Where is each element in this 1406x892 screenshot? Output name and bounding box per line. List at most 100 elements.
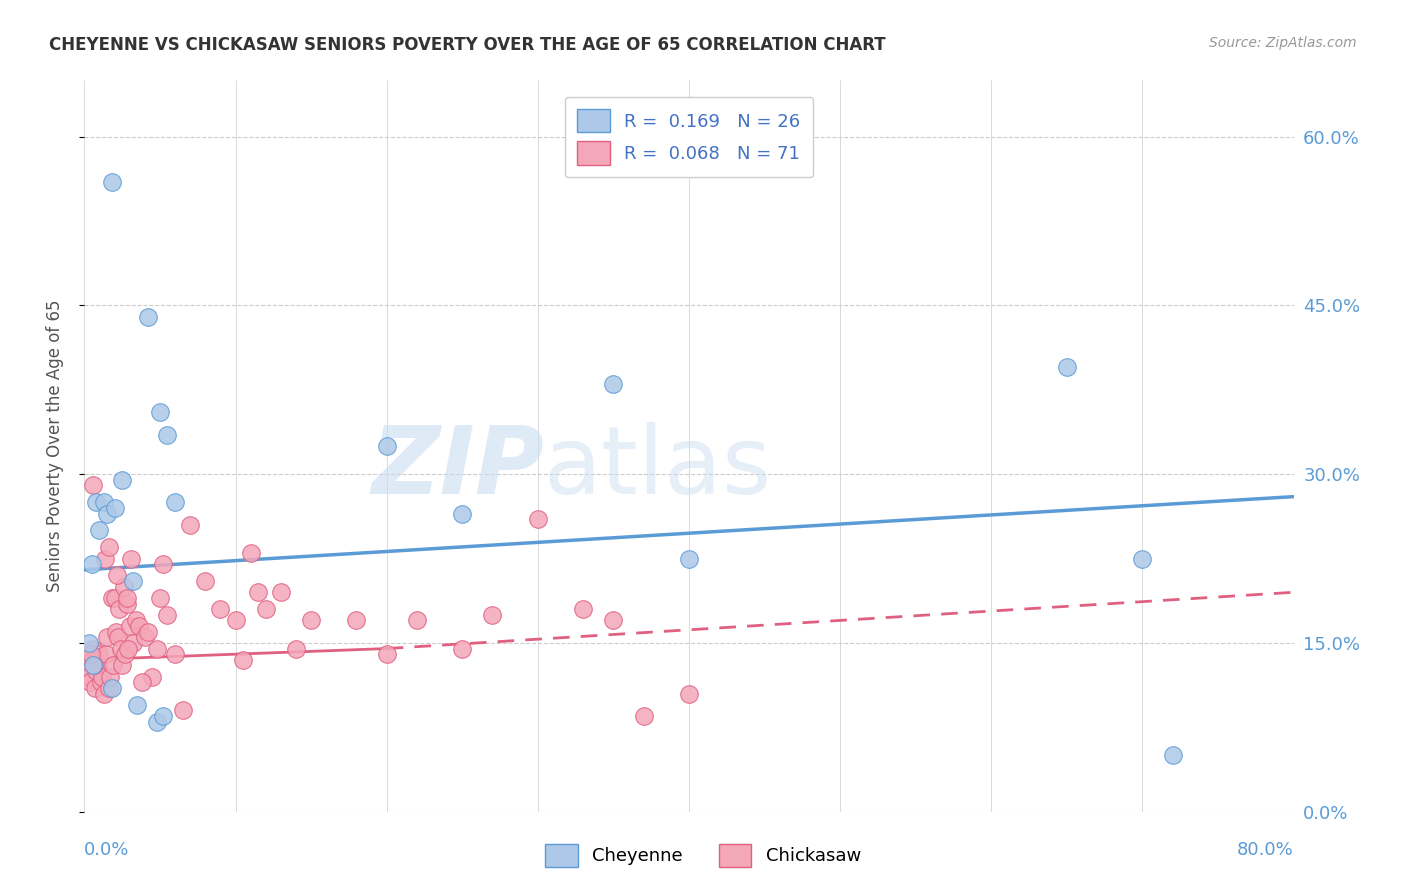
Point	[94, 647, 117, 661]
Point	[80, 647, 103, 661]
Point	[128, 619, 150, 633]
Point	[108, 602, 131, 616]
Point	[89, 647, 111, 661]
Point	[76, 658, 98, 673]
Point	[247, 585, 270, 599]
Point	[96, 507, 118, 521]
Point	[1161, 748, 1184, 763]
Point	[527, 512, 550, 526]
Text: ZIP: ZIP	[371, 422, 544, 514]
Point	[100, 681, 122, 695]
Point	[678, 551, 700, 566]
Point	[375, 647, 398, 661]
Point	[79, 675, 101, 690]
Point	[602, 377, 624, 392]
Point	[375, 439, 398, 453]
Point	[451, 641, 474, 656]
Point	[179, 517, 201, 532]
Point	[131, 675, 153, 690]
Point	[285, 641, 308, 656]
Text: 80.0%: 80.0%	[1237, 841, 1294, 859]
Point	[346, 614, 368, 628]
Point	[115, 597, 138, 611]
Point	[209, 602, 232, 616]
Legend: R =  0.169   N = 26, R =  0.068   N = 71: R = 0.169 N = 26, R = 0.068 N = 71	[565, 96, 813, 178]
Point	[111, 473, 134, 487]
Point	[406, 614, 429, 628]
Point	[270, 585, 292, 599]
Point	[105, 624, 128, 639]
Text: 0.0%: 0.0%	[84, 841, 129, 859]
Text: CHEYENNE VS CHICKASAW SENIORS POVERTY OVER THE AGE OF 65 CORRELATION CHART: CHEYENNE VS CHICKASAW SENIORS POVERTY OV…	[49, 36, 886, 54]
Point	[146, 714, 169, 729]
Text: atlas: atlas	[544, 422, 772, 514]
Point	[98, 541, 121, 555]
Point	[165, 647, 187, 661]
Point	[120, 551, 142, 566]
Point	[112, 580, 135, 594]
Point	[94, 551, 117, 566]
Point	[100, 175, 122, 189]
Point	[121, 636, 143, 650]
Point	[93, 495, 115, 509]
Point	[678, 687, 700, 701]
Point	[111, 658, 134, 673]
Text: Source: ZipAtlas.com: Source: ZipAtlas.com	[1209, 36, 1357, 50]
Point	[86, 495, 108, 509]
Point	[165, 495, 187, 509]
Point	[1056, 360, 1078, 375]
Point	[225, 614, 247, 628]
Point	[232, 653, 254, 667]
Point	[127, 698, 149, 712]
Point	[146, 641, 169, 656]
Point	[118, 619, 141, 633]
Y-axis label: Seniors Poverty Over the Age of 65: Seniors Poverty Over the Age of 65	[45, 300, 63, 592]
Point	[194, 574, 217, 588]
Point	[110, 641, 132, 656]
Point	[86, 664, 108, 678]
Point	[87, 658, 110, 673]
Point	[121, 574, 143, 588]
Point	[104, 500, 127, 515]
Point	[82, 478, 104, 492]
Point	[451, 507, 474, 521]
Point	[572, 602, 595, 616]
Point	[100, 591, 122, 605]
Point	[93, 687, 115, 701]
Point	[481, 607, 503, 622]
Point	[89, 524, 111, 538]
Point	[152, 709, 174, 723]
Point	[91, 670, 114, 684]
Point	[1132, 551, 1154, 566]
Point	[90, 675, 112, 690]
Legend: Cheyenne, Chickasaw: Cheyenne, Chickasaw	[538, 837, 868, 874]
Point	[136, 624, 159, 639]
Point	[156, 427, 179, 442]
Point	[602, 614, 624, 628]
Point	[80, 557, 103, 571]
Point	[299, 614, 322, 628]
Point	[149, 405, 172, 419]
Point	[134, 630, 156, 644]
Point	[101, 658, 124, 673]
Point	[104, 591, 127, 605]
Point	[82, 641, 104, 656]
Point	[80, 653, 103, 667]
Point	[84, 681, 107, 695]
Point	[152, 557, 174, 571]
Point	[254, 602, 277, 616]
Point	[141, 670, 163, 684]
Point	[239, 546, 262, 560]
Point	[125, 614, 148, 628]
Point	[633, 709, 655, 723]
Point	[77, 670, 100, 684]
Point	[136, 310, 159, 324]
Point	[77, 636, 100, 650]
Point	[117, 591, 139, 605]
Point	[172, 703, 194, 717]
Point	[96, 630, 118, 644]
Point	[83, 658, 105, 673]
Point	[98, 670, 121, 684]
Point	[117, 641, 139, 656]
Point	[107, 630, 129, 644]
